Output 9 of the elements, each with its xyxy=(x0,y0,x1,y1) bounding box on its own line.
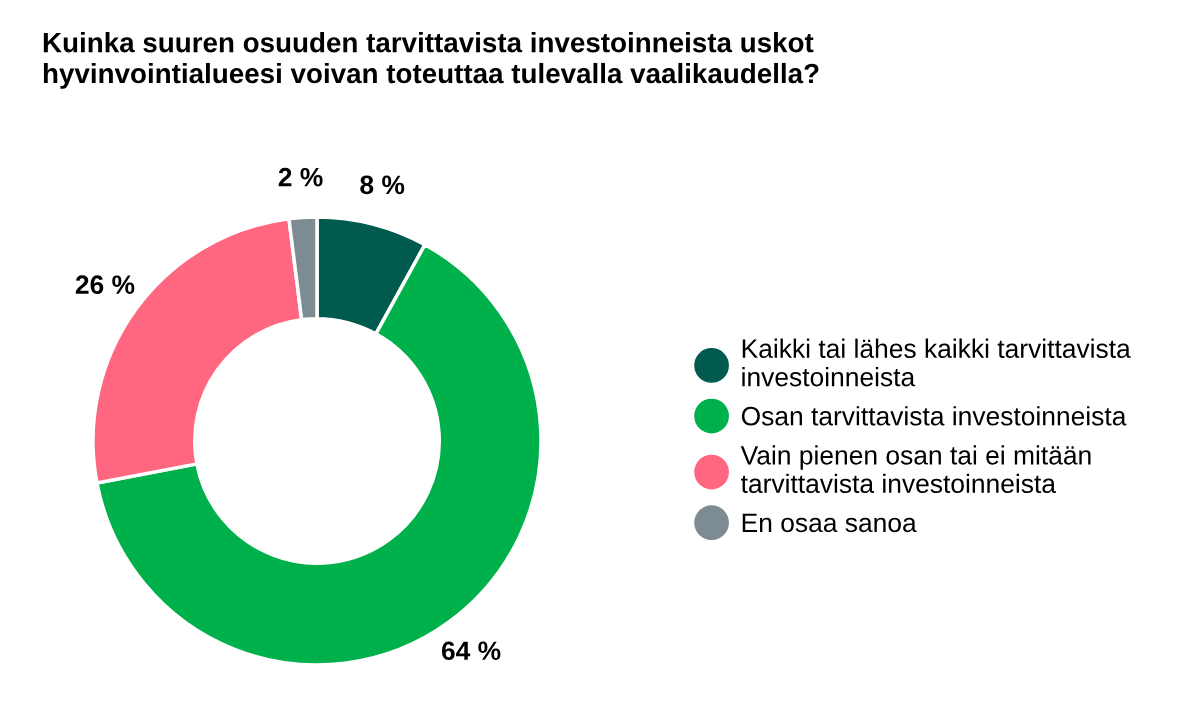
legend-label: En osaa sanoa xyxy=(742,513,917,533)
data-label: 8 % xyxy=(360,175,405,195)
data-label: 26 % xyxy=(75,275,135,295)
legend-label: Osan tarvittavista investoinneista xyxy=(741,406,1127,426)
legend-label: Kaikki tai lähes kaikki tarvittavista investoinneista xyxy=(742,338,1131,387)
chart-title: Kuinka suuren osuuden tarvittavista investoinneista uskot hyvinvointialueesi voivan toteuttaa tulevalla vaalikaudella? xyxy=(43,32,819,89)
data-label: 2 % xyxy=(278,167,323,187)
data-label: 64 % xyxy=(441,641,501,661)
legend-label: Vain pienen osan tai ei mitään tarvittavista investoinneista xyxy=(740,445,1091,494)
